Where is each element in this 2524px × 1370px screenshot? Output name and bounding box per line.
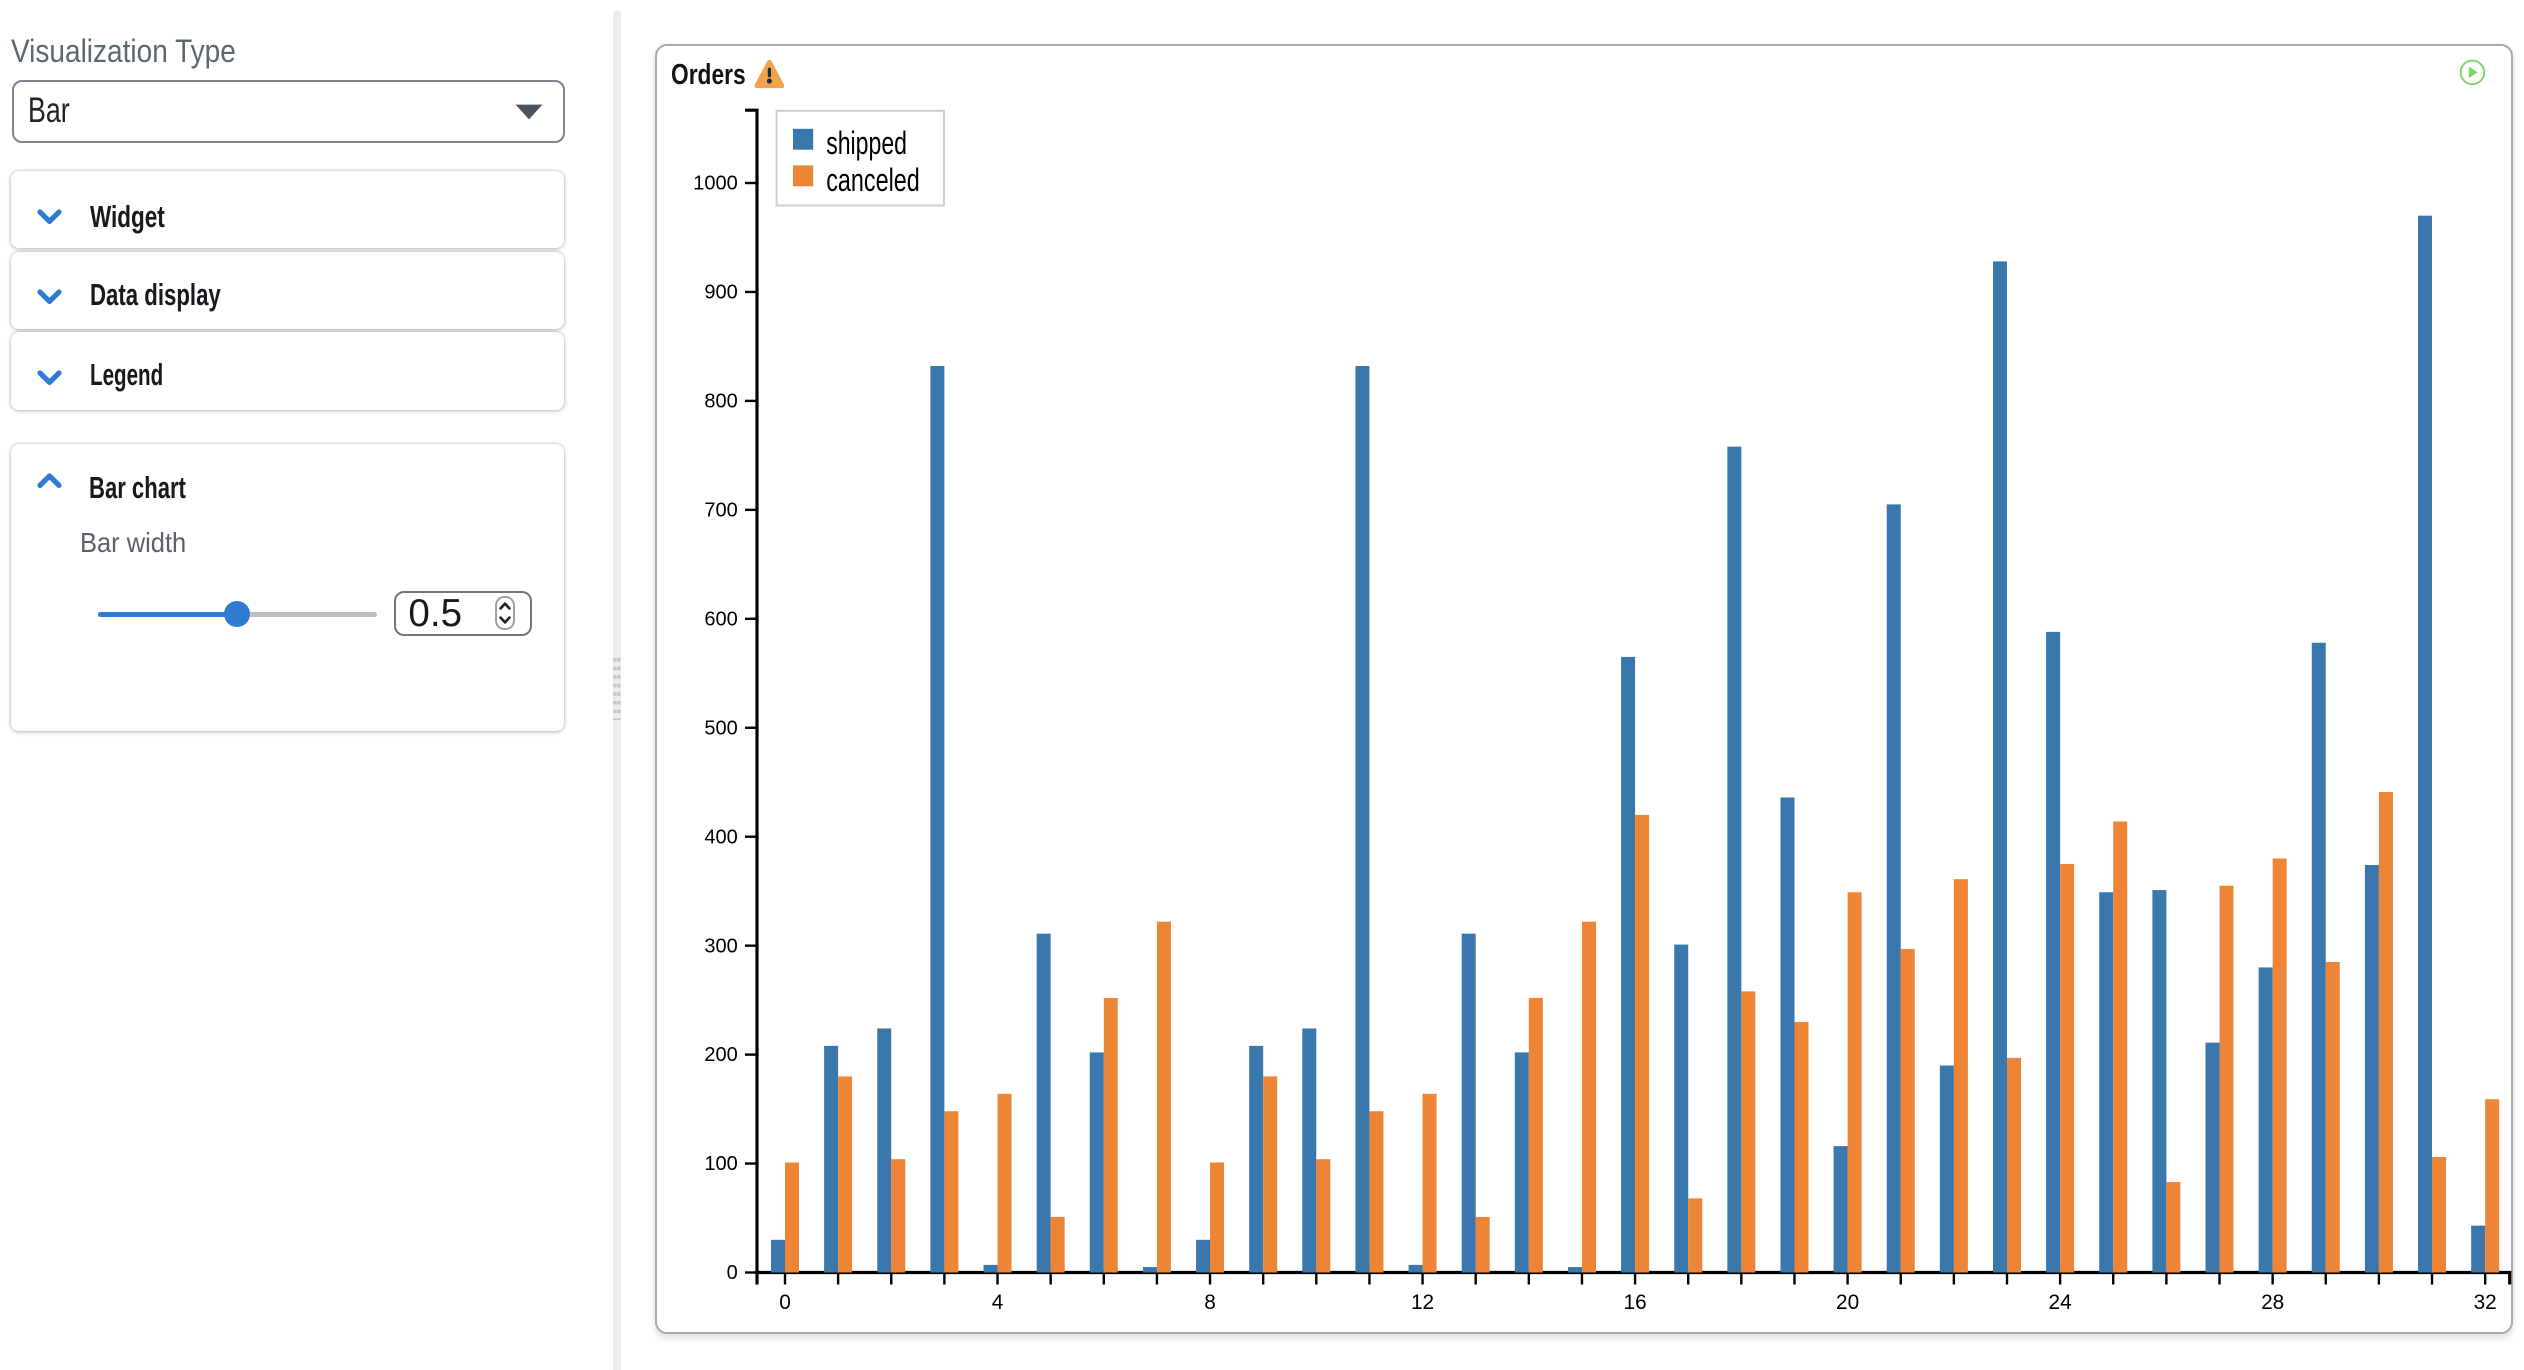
svg-text:16: 16 (1624, 1291, 1647, 1314)
svg-text:4: 4 (992, 1291, 1004, 1314)
svg-text:0: 0 (779, 1291, 791, 1314)
svg-text:600: 600 (704, 608, 737, 630)
svg-text:900: 900 (704, 282, 737, 304)
svg-text:8: 8 (1204, 1291, 1216, 1314)
svg-text:800: 800 (704, 391, 737, 413)
svg-text:24: 24 (2049, 1291, 2072, 1314)
svg-text:0: 0 (727, 1262, 738, 1284)
svg-text:400: 400 (704, 826, 737, 848)
svg-text:200: 200 (704, 1044, 737, 1066)
svg-text:32: 32 (2474, 1291, 2497, 1314)
svg-text:1000: 1000 (693, 173, 738, 195)
svg-text:700: 700 (704, 499, 737, 521)
svg-text:28: 28 (2261, 1291, 2284, 1314)
svg-text:20: 20 (1836, 1291, 1859, 1314)
svg-text:canceled: canceled (826, 162, 920, 198)
svg-text:100: 100 (704, 1153, 737, 1175)
svg-text:12: 12 (1411, 1291, 1434, 1314)
svg-text:500: 500 (704, 717, 737, 739)
svg-text:300: 300 (704, 935, 737, 957)
svg-text:shipped: shipped (826, 125, 907, 161)
